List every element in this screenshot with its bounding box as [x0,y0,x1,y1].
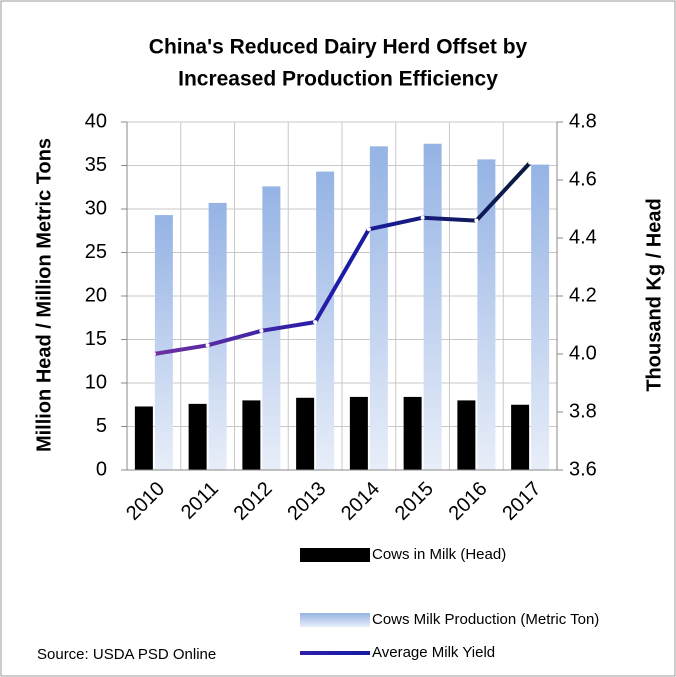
y-tick-label: 25 [85,241,107,263]
bar [154,215,173,470]
bar [242,400,261,470]
bar [477,159,496,470]
bar [457,400,476,470]
line-point [528,160,533,165]
bar [208,202,227,470]
y2-tick-label: 4.4 [569,226,597,248]
bar [369,146,388,471]
y-tick-label: 10 [85,371,107,393]
bar [531,164,550,470]
line-point [366,227,371,232]
line-point [259,328,264,333]
legend-label: Cows in Milk (Head) [372,546,506,563]
line-point [151,352,156,356]
bar [349,396,368,470]
bar [188,403,207,470]
bar [316,171,335,470]
line [153,161,532,356]
y2-tick-label: 3.6 [569,458,597,480]
bar [511,404,530,470]
y2-tick-label: 3.8 [569,400,597,422]
y-tick-label: 15 [85,328,107,350]
legend-label: Cows Milk Production (Metric Ton) [372,611,599,628]
y-axis-title: Million Head / Million Metric Tons [33,138,55,452]
chart-title: Increased Production Efficiency [178,68,498,91]
y-tick-label: 35 [85,154,107,176]
legend-swatch [300,548,370,562]
bar [296,397,315,470]
legend-swatch [300,613,370,627]
y2-tick-label: 4.6 [569,168,597,190]
y-tick-label: 40 [85,110,107,132]
line-point [420,215,425,220]
y2-tick-label: 4.0 [569,342,597,364]
source-note: Source: USDA PSD Online [37,646,216,663]
bar [403,396,422,470]
line-point [205,343,210,348]
y-tick-label: 0 [96,458,107,480]
bar [423,143,442,470]
y-tick-label: 30 [85,197,107,219]
line-point [313,320,318,325]
line-point [474,218,479,223]
bar [134,406,153,470]
chart-title: China's Reduced Dairy Herd Offset by [149,36,528,59]
y2-axis-title: Thousand Kg / Head [643,198,665,391]
y-tick-label: 20 [85,284,107,306]
y2-tick-label: 4.2 [569,284,597,306]
y2-tick-label: 4.8 [569,110,597,132]
y-tick-label: 5 [96,415,107,437]
legend-label: Average Milk Yield [372,644,495,661]
